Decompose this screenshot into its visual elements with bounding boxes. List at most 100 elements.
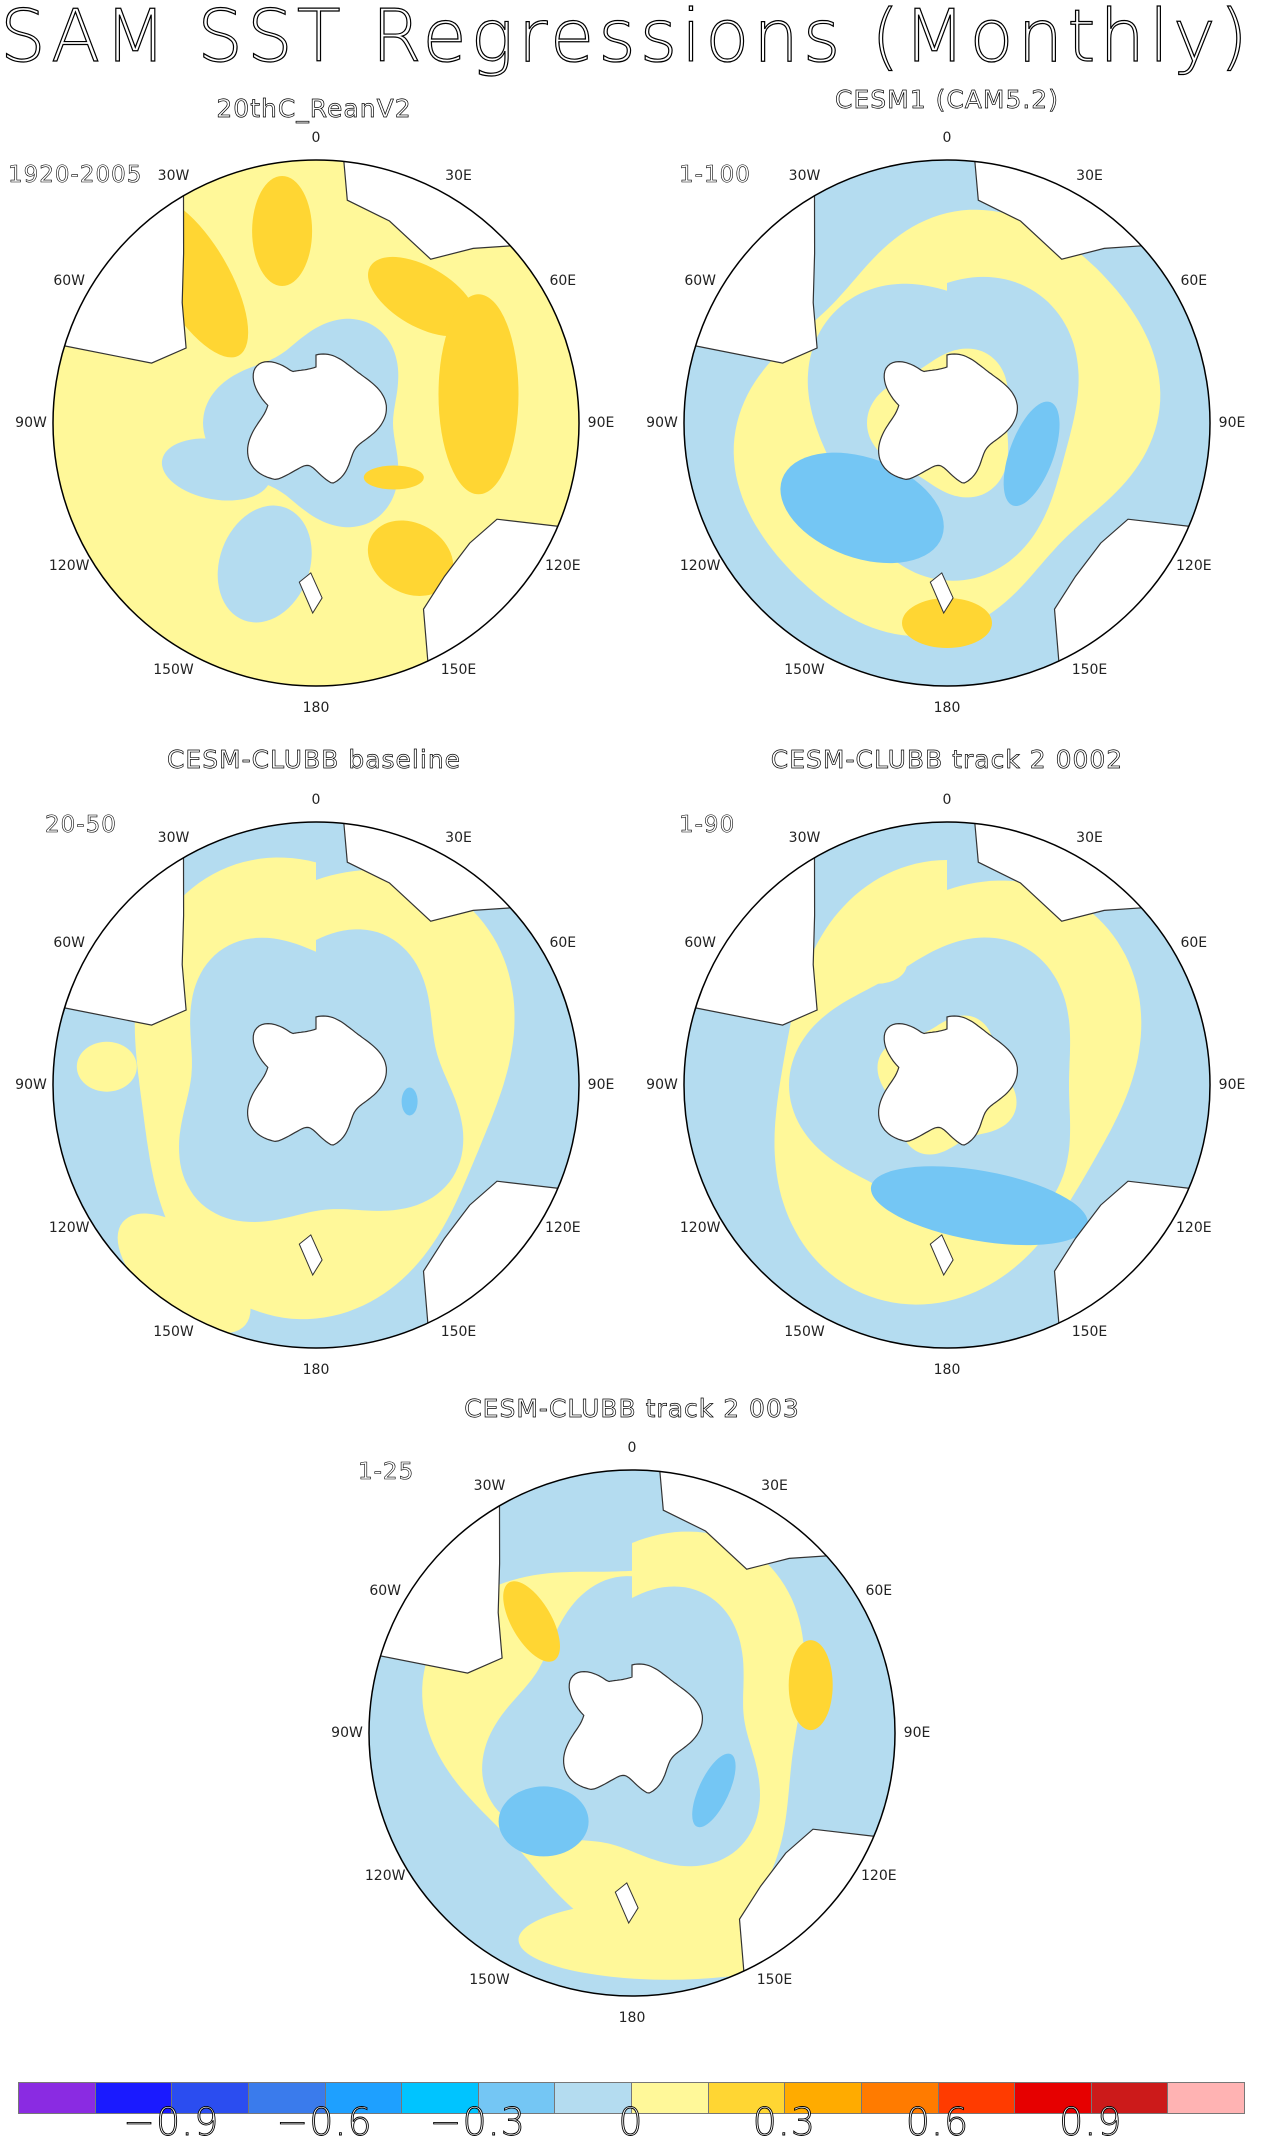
longitude-label: 150W bbox=[153, 1323, 194, 1340]
new-zealand bbox=[929, 572, 954, 615]
longitude-label: 60E bbox=[1180, 934, 1208, 951]
longitude-label: 30W bbox=[157, 830, 190, 847]
colorbar-label: 0.9 bbox=[1059, 2100, 1123, 2144]
anomaly-patch bbox=[438, 294, 519, 495]
longitude-label: 120E bbox=[545, 1219, 581, 1236]
anomaly-patch bbox=[252, 176, 313, 286]
panel-period: 1-25 bbox=[358, 1459, 415, 1486]
longitude-label: 90E bbox=[1218, 415, 1246, 431]
colorbar-label: 0.3 bbox=[752, 2100, 817, 2144]
colorbar-swatch bbox=[860, 2082, 939, 2114]
map-rim bbox=[52, 159, 580, 687]
longitude-label: 90W bbox=[646, 1077, 678, 1093]
anomaly-patch bbox=[76, 1041, 137, 1092]
colorbar-swatch bbox=[477, 2082, 556, 2114]
anomaly-patch bbox=[788, 1640, 833, 1731]
longitude-label: 60E bbox=[865, 1582, 893, 1599]
longitude-label: 30E bbox=[445, 168, 472, 185]
longitude-label: 90W bbox=[646, 415, 678, 431]
longitude-label: 180 bbox=[933, 1362, 961, 1378]
colorbar-swatch bbox=[401, 2082, 479, 2114]
longitude-label: 150E bbox=[756, 1971, 793, 1988]
anomaly-patch bbox=[363, 465, 424, 490]
figure-title: SAM SST Regressions (Monthly) bbox=[0, 0, 1252, 79]
longitude-label: 150W bbox=[469, 1971, 510, 1988]
anomaly-patch bbox=[161, 438, 271, 501]
longitude-label: 120W bbox=[364, 1867, 406, 1884]
longitude-label: 30E bbox=[761, 1478, 788, 1495]
colorbar-swatch bbox=[1167, 2082, 1245, 2114]
map-rim bbox=[52, 821, 580, 1349]
longitude-label: 120W bbox=[48, 557, 90, 574]
new-zealand bbox=[614, 1882, 639, 1925]
panel-title: CESM-CLUBB track 2 0002 bbox=[770, 745, 1124, 775]
colorbar-swatch bbox=[94, 2082, 173, 2114]
longitude-label: 30E bbox=[1076, 168, 1103, 185]
colorbar-label: −0.3 bbox=[429, 2100, 526, 2144]
longitude-label: 150E bbox=[440, 661, 477, 678]
panel-title: CESM-CLUBB track 2 003 bbox=[464, 1394, 800, 1424]
antarctica bbox=[246, 353, 388, 484]
longitude-label: 180 bbox=[302, 1362, 330, 1378]
anomaly-patch bbox=[368, 256, 477, 337]
longitude-label: 120W bbox=[679, 1219, 721, 1236]
anomaly-patch bbox=[847, 943, 907, 984]
longitude-label: 90W bbox=[15, 1077, 47, 1093]
longitude-label: 0 bbox=[942, 792, 952, 808]
antarctica bbox=[246, 1015, 388, 1146]
anomaly-patch bbox=[401, 1087, 418, 1116]
longitude-label: 60W bbox=[53, 934, 86, 951]
longitude-label: 60W bbox=[369, 1582, 402, 1599]
longitude-label: 0 bbox=[311, 792, 321, 808]
longitude-label: 150W bbox=[784, 1323, 825, 1340]
map-rim bbox=[368, 1469, 896, 1997]
longitude-label: 30W bbox=[157, 168, 190, 185]
map-rim bbox=[683, 159, 1211, 687]
longitude-label: 60W bbox=[684, 934, 717, 951]
new-zealand bbox=[298, 572, 323, 615]
anomaly-patch bbox=[503, 1581, 560, 1662]
panel-period: 1-100 bbox=[679, 162, 751, 189]
longitude-label: 30E bbox=[1076, 830, 1103, 847]
longitude-label: 90W bbox=[15, 415, 47, 431]
longitude-label: 30W bbox=[788, 830, 821, 847]
colorbar-swatch bbox=[18, 2082, 96, 2114]
colorbar-swatch bbox=[707, 2082, 786, 2114]
anomaly-patch bbox=[367, 520, 454, 596]
longitude-label: 180 bbox=[618, 2010, 646, 2026]
panel-period: 1-90 bbox=[679, 812, 736, 839]
longitude-label: 60E bbox=[549, 934, 577, 951]
panel-period: 20-50 bbox=[45, 812, 117, 839]
longitude-label: 180 bbox=[302, 700, 330, 716]
longitude-label: 120W bbox=[48, 1219, 90, 1236]
longitude-label: 150W bbox=[784, 661, 825, 678]
antarctica bbox=[877, 353, 1019, 484]
longitude-label: 90W bbox=[331, 1725, 363, 1741]
longitude-label: 150E bbox=[1071, 1323, 1108, 1340]
antarctica bbox=[562, 1663, 704, 1794]
panel-title: CESM-CLUBB baseline bbox=[166, 745, 462, 775]
longitude-label: 120E bbox=[545, 557, 581, 574]
longitude-label: 150E bbox=[440, 1323, 477, 1340]
longitude-label: 120E bbox=[1176, 557, 1212, 574]
anomaly-patch bbox=[217, 505, 312, 623]
colorbar bbox=[18, 2082, 1245, 2114]
new-zealand bbox=[929, 1234, 954, 1277]
longitude-label: 150W bbox=[153, 661, 194, 678]
colorbar-swatch bbox=[324, 2082, 403, 2114]
colorbar-label: −0.6 bbox=[276, 2100, 373, 2144]
longitude-label: 120E bbox=[1176, 1219, 1212, 1236]
longitude-label: 30W bbox=[473, 1478, 506, 1495]
colorbar-label: 0 bbox=[618, 2100, 644, 2144]
longitude-label: 60E bbox=[1180, 272, 1208, 289]
longitude-label: 150E bbox=[1071, 661, 1108, 678]
longitude-label: 180 bbox=[933, 700, 961, 716]
new-zealand bbox=[298, 1234, 323, 1277]
longitude-label: 30E bbox=[445, 830, 472, 847]
longitude-label: 90E bbox=[587, 415, 615, 431]
colorbar-label: 0.6 bbox=[905, 2100, 970, 2144]
anomaly-patch bbox=[498, 1786, 589, 1857]
